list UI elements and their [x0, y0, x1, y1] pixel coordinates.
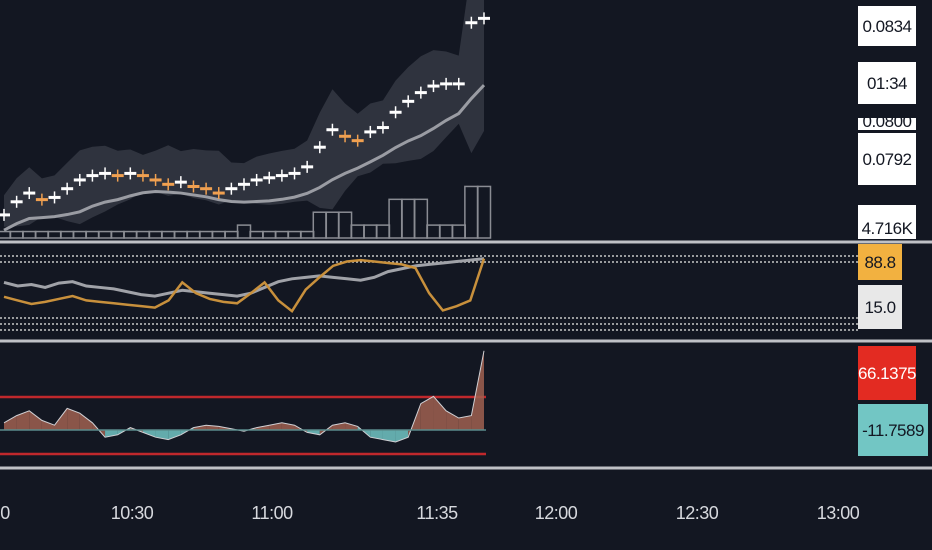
- momentum-area: [446, 410, 459, 430]
- momentum-area: [458, 415, 472, 430]
- momentum-area: [332, 422, 346, 430]
- volume-bar: [350, 224, 365, 239]
- pane-separators: [0, 240, 932, 470]
- oscillator-signal-line: [3, 257, 485, 298]
- momentum-area: [433, 396, 447, 430]
- momentum-area: [471, 350, 484, 430]
- momentum-area: [29, 410, 42, 430]
- volume-bar: [337, 211, 353, 239]
- momentum-area: [41, 420, 55, 430]
- volume-bar: [47, 230, 62, 239]
- volume-bar: [85, 230, 100, 239]
- momentum-area: [105, 430, 118, 438]
- volume-bar: [375, 224, 391, 239]
- volume-bar: [9, 230, 24, 239]
- volume-bar: [451, 224, 466, 239]
- moving-average-line: [3, 84, 486, 232]
- volume-bar: [198, 230, 214, 239]
- band-area: [4, 0, 484, 227]
- volume-bar: [325, 211, 340, 239]
- partial-price-tag: 0.0800: [858, 118, 916, 130]
- volume-bar: [262, 230, 277, 239]
- countdown-tag: 01:34: [858, 62, 916, 104]
- momentum-area: [142, 430, 156, 438]
- volume-bar: [160, 230, 176, 239]
- time-tick-label: 12:30: [675, 503, 719, 523]
- volume-bar: [0, 230, 12, 239]
- time-tick-label: 13:00: [816, 503, 860, 523]
- oscillator-pane: [0, 255, 858, 331]
- time-tick-label: 12:00: [534, 503, 578, 523]
- momentum-area: [370, 430, 383, 440]
- volume-tag: 4.716K: [858, 205, 916, 239]
- volume-bar: [388, 198, 403, 239]
- bollinger-band: [3, 0, 486, 232]
- volume-bar: [249, 230, 264, 239]
- last-price-tag: 0.0834: [858, 6, 916, 46]
- volume-bar: [426, 224, 441, 239]
- volume-bar: [123, 230, 138, 239]
- price-bars: [0, 12, 490, 221]
- volume-bar: [59, 230, 75, 239]
- volume-bar: [186, 230, 201, 239]
- volume-bar: [400, 198, 416, 239]
- volume-bar: [363, 224, 378, 239]
- oscillator-line: [3, 258, 486, 314]
- volume-bar: [135, 230, 151, 239]
- momentum-area: [67, 408, 80, 430]
- oscillator-upper-tag: 88.8: [858, 244, 902, 280]
- oscillator-lower-tag: 15.0: [858, 285, 902, 329]
- momentum-line: [3, 350, 485, 443]
- time-tick-label: 10:30: [110, 503, 154, 523]
- volume-bar: [211, 230, 226, 239]
- volume-bar: [287, 230, 302, 239]
- time-tick-label: 11:00: [251, 503, 293, 523]
- momentum-area: [281, 422, 295, 430]
- momentum-positive-tag: 66.1375: [858, 346, 916, 400]
- ma-price-tag: 0.0792: [858, 133, 916, 185]
- volume-bar: [438, 224, 454, 239]
- momentum-area: [382, 430, 396, 442]
- momentum-area: [345, 422, 358, 430]
- volume-bar: [224, 230, 239, 239]
- volume-bar: [97, 230, 113, 239]
- volume-bar: [312, 211, 328, 239]
- momentum-pane: [0, 350, 486, 456]
- volume-bar: [299, 230, 315, 239]
- volume-bar: [110, 230, 125, 239]
- volume-bar: [148, 230, 163, 239]
- momentum-area: [307, 430, 320, 435]
- time-tick-label: 11:35: [416, 503, 458, 523]
- momentum-area: [420, 396, 434, 430]
- volume-bar: [274, 230, 290, 239]
- momentum-area: [269, 422, 282, 430]
- momentum-area: [79, 413, 93, 430]
- momentum-area: [256, 425, 270, 430]
- volume-bar: [22, 230, 37, 239]
- momentum-area: [16, 410, 30, 430]
- volume-bar: [476, 185, 492, 239]
- momentum-area: [168, 430, 181, 440]
- momentum-area: [395, 430, 409, 442]
- time-tick-label: 0: [0, 503, 10, 523]
- volume-bar: [173, 230, 189, 239]
- momentum-negative-tag: -11.7589: [858, 404, 928, 456]
- volume-bar: [464, 185, 479, 239]
- volume-bars: [0, 185, 492, 239]
- volume-bar: [413, 198, 429, 239]
- volume-bar: [72, 230, 88, 239]
- momentum-area: [4, 415, 17, 430]
- volume-bar: [236, 224, 252, 239]
- volume-bar: [34, 230, 50, 239]
- momentum-area: [193, 425, 207, 430]
- momentum-area: [54, 408, 68, 430]
- momentum-area: [155, 430, 169, 440]
